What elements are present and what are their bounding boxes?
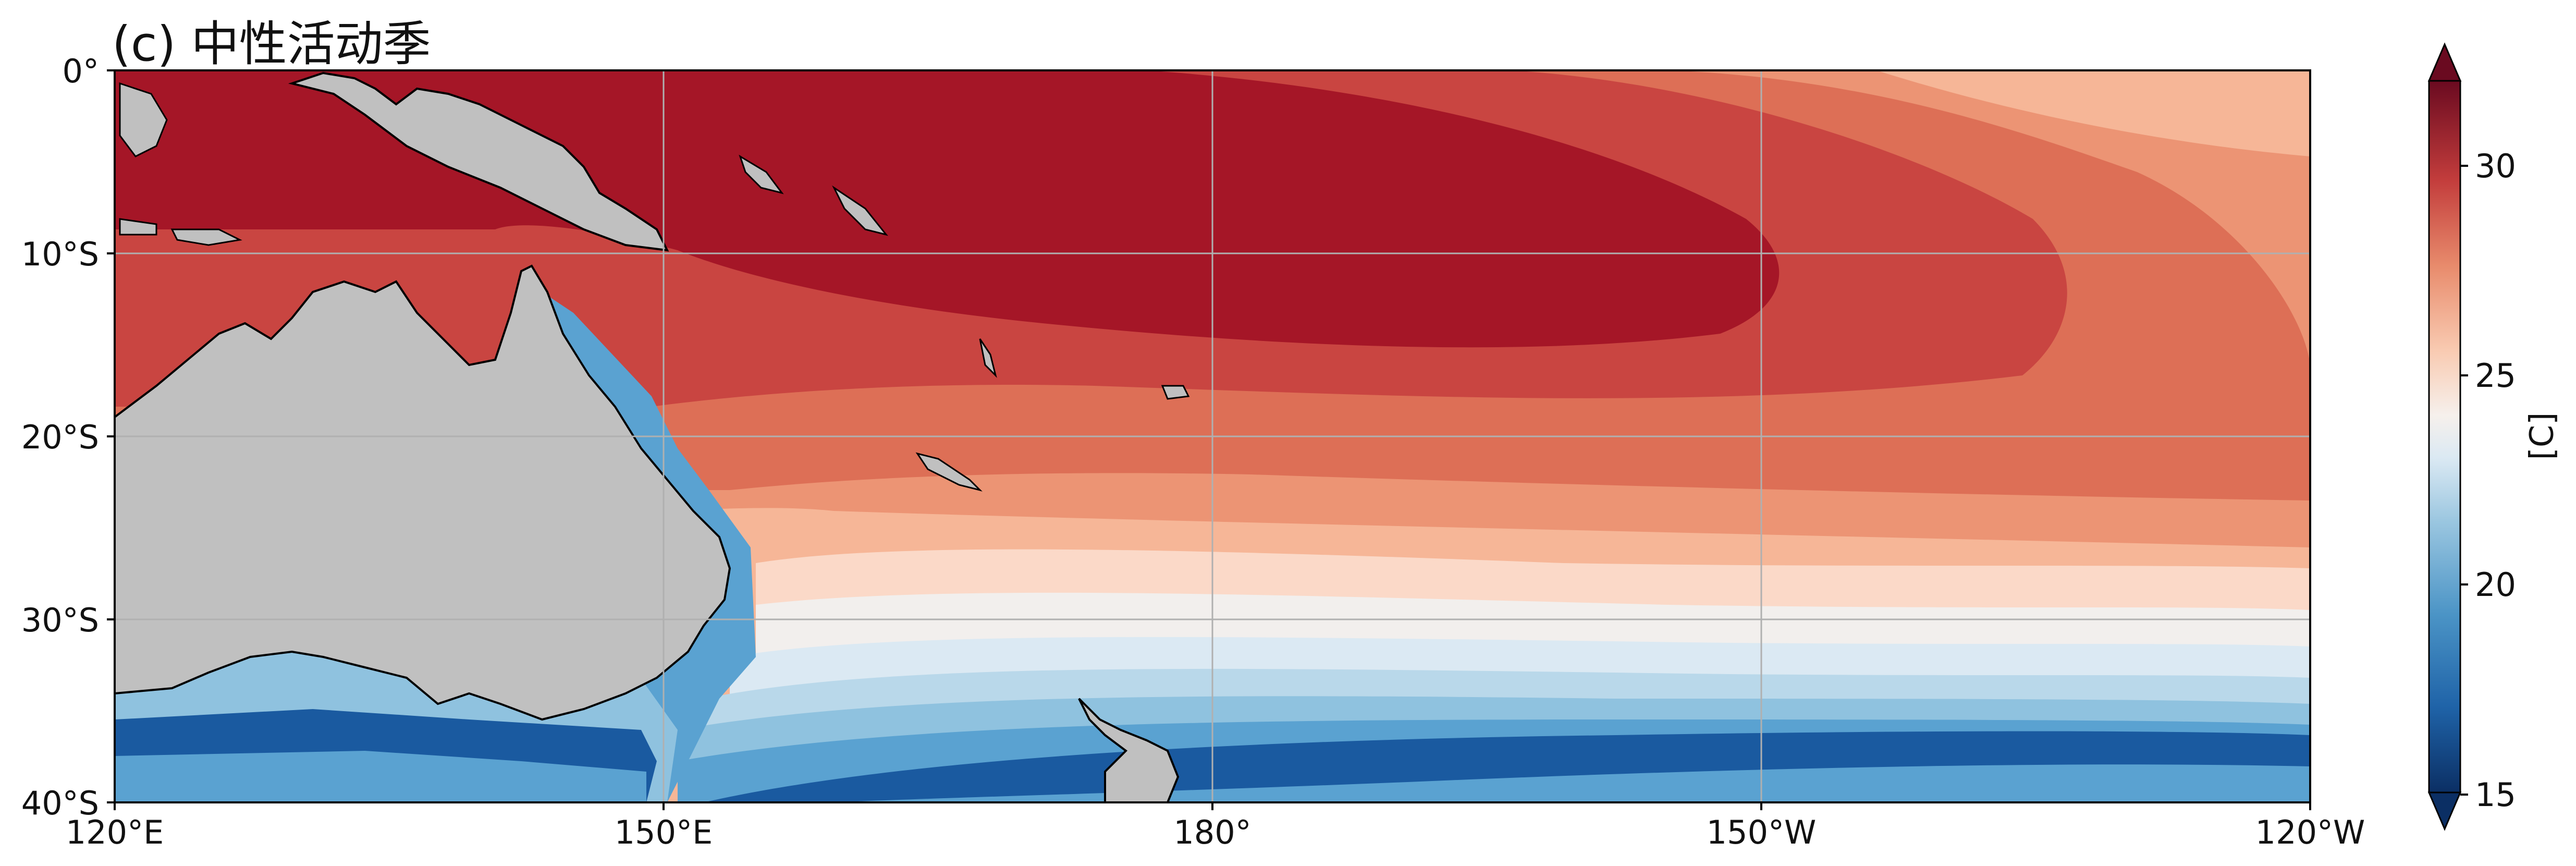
x-tick-150e: 150°E: [585, 813, 742, 851]
colorbar-unit-label: [C]: [2522, 412, 2560, 460]
x-tick-120w: 120°W: [2232, 813, 2388, 851]
x-tick-120e: 120°E: [36, 813, 193, 851]
y-tick-10s: 10°S: [0, 235, 99, 273]
colorbar-tick-20: 20: [2475, 566, 2516, 604]
x-tick-180: 180°: [1134, 813, 1291, 851]
sst-field: [115, 70, 2310, 802]
y-tick-0: 0°: [0, 52, 99, 90]
colorbar-tick-30: 30: [2475, 147, 2516, 185]
colorbar-tick-15: 15: [2475, 776, 2516, 814]
y-tick-20s: 20°S: [0, 418, 99, 456]
colorbar: [2429, 44, 2468, 829]
colorbar-tick-25: 25: [2475, 357, 2516, 395]
y-tick-30s: 30°S: [0, 601, 99, 639]
x-tick-150w: 150°W: [1683, 813, 1839, 851]
